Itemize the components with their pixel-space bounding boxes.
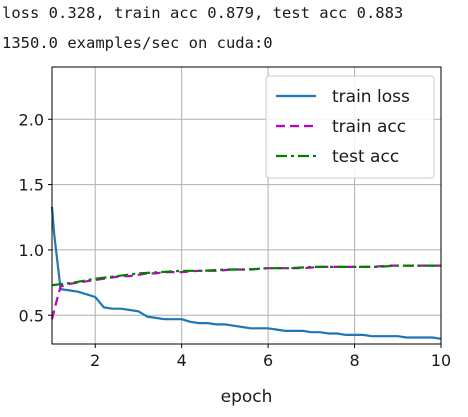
y-tick-label: 2.0 — [19, 110, 44, 129]
log-line-2: 1350.0 examples/sec on cuda:0 — [2, 34, 273, 52]
legend: train loss train acc test acc — [265, 75, 435, 179]
x-tick-label: 6 — [263, 351, 273, 370]
y-tick-label: 1.5 — [19, 176, 44, 195]
y-tick-label: 0.5 — [19, 306, 44, 325]
log-line-1: loss 0.328, train acc 0.879, test acc 0.… — [2, 4, 404, 22]
x-tick-label: 8 — [349, 351, 359, 370]
axis-ticks: 2 4 6 8 10 0.5 1.0 1.5 2.0 — [19, 110, 452, 370]
series-line-test-acc — [51, 264, 441, 287]
x-axis-label: epoch — [221, 387, 273, 407]
plot-frame — [51, 66, 442, 345]
y-tick-label: 1.0 — [19, 241, 44, 260]
legend-box — [265, 75, 435, 179]
x-tick-label: 4 — [177, 351, 187, 370]
legend-label: train loss — [332, 87, 410, 107]
series-line-train-loss — [50, 206, 442, 340]
x-tick-label: 2 — [90, 351, 100, 370]
legend-label: train acc — [332, 117, 406, 137]
x-tick-label: 10 — [431, 351, 451, 370]
legend-label: test acc — [332, 147, 399, 167]
series-lines — [50, 206, 442, 340]
series-line-train-acc — [50, 264, 441, 320]
